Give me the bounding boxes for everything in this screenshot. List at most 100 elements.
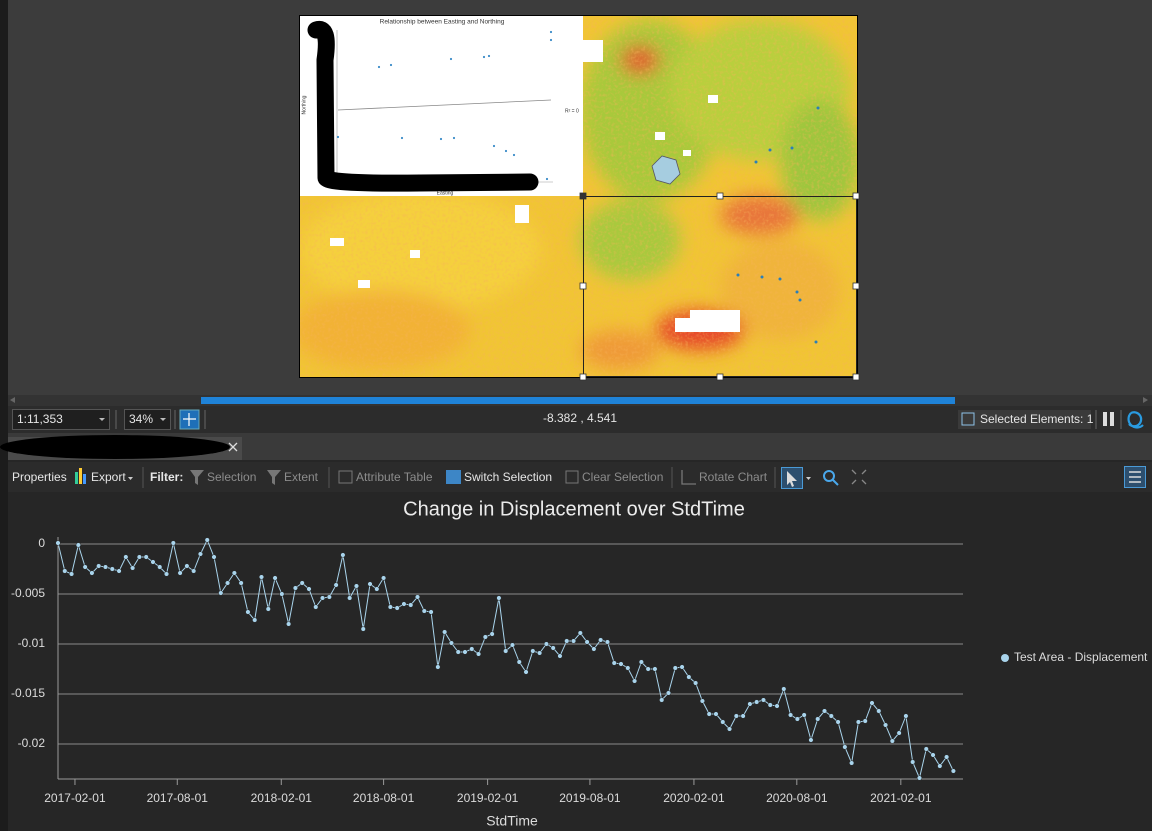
- data-point: [706, 711, 712, 717]
- redaction-mark: [307, 21, 539, 192]
- full-extent-icon[interactable]: [851, 469, 867, 485]
- zoom-value: 34%: [129, 412, 153, 426]
- data-point: [828, 713, 834, 719]
- toolbar-export[interactable]: Export: [91, 470, 126, 484]
- data-point: [821, 708, 828, 714]
- data-point: [102, 564, 109, 570]
- data-point: [170, 540, 176, 546]
- toolbar-attribute-table[interactable]: Attribute Table: [356, 470, 433, 484]
- pause-icon[interactable]: [1103, 412, 1107, 426]
- scroll-right[interactable]: [1143, 397, 1148, 403]
- data-point: [292, 585, 298, 591]
- data-point: [496, 595, 502, 601]
- selected-elements-box[interactable]: [958, 410, 1091, 429]
- x-tick-label: 2018-02-01: [251, 791, 313, 805]
- selection-box[interactable]: [579, 192, 860, 381]
- data-point: [163, 571, 170, 577]
- zoom-icon[interactable]: [823, 470, 835, 482]
- toolbar-switch-selection[interactable]: Switch Selection: [464, 470, 552, 484]
- data-point: [231, 570, 237, 576]
- x-tick-label: 2019-02-01: [457, 791, 519, 805]
- inset-chart-background: [300, 16, 583, 196]
- data-point: [849, 760, 855, 766]
- data-point: [530, 648, 536, 654]
- data-point: [591, 646, 597, 652]
- refresh-icon[interactable]: [1127, 411, 1144, 429]
- toolbar-filter-label: Filter:: [150, 470, 183, 484]
- x-tick-label: 2017-08-01: [147, 791, 209, 805]
- data-point: [767, 702, 773, 708]
- data-point: [781, 686, 787, 692]
- data-point: [130, 565, 136, 571]
- inset-x-label: Easting: [437, 190, 454, 196]
- data-point: [489, 631, 495, 637]
- data-point: [923, 746, 929, 752]
- data-point: [265, 606, 271, 612]
- pointer-coordinates: -8.382 , 4.541: [543, 411, 617, 425]
- inset-chart-title: Relationship between Easting and Northin…: [380, 19, 505, 26]
- data-point: [760, 697, 767, 703]
- x-tick-label: 2020-02-01: [663, 791, 725, 805]
- dropdown-arrow[interactable]: [99, 418, 105, 421]
- data-point: [150, 559, 156, 565]
- x-tick-label: 2018-08-01: [353, 791, 415, 805]
- data-point: [381, 575, 387, 581]
- chart-toolbar: [8, 462, 1152, 492]
- data-point: [842, 744, 848, 750]
- data-point: [313, 604, 319, 610]
- dropdown-arrow[interactable]: [128, 477, 133, 480]
- clear-icon: [565, 470, 579, 484]
- toolbar-rotate-chart[interactable]: Rotate Chart: [699, 470, 768, 484]
- dropdown-arrow[interactable]: [160, 418, 166, 421]
- data-point: [693, 680, 699, 686]
- data-point: [625, 665, 631, 671]
- toolbar-clear-selection[interactable]: Clear Selection: [582, 470, 663, 484]
- data-point: [177, 570, 183, 576]
- pause-icon[interactable]: [1110, 412, 1114, 426]
- export-icon: [75, 468, 86, 484]
- data-point: [184, 563, 190, 569]
- data-point: [788, 712, 794, 718]
- dropdown-arrow[interactable]: [806, 477, 811, 480]
- data-point: [523, 669, 529, 675]
- data-point: [889, 738, 895, 744]
- redacted-tab-name: [0, 435, 230, 459]
- data-point: [557, 653, 563, 659]
- cursor-icon: [787, 471, 797, 487]
- data-point: [638, 659, 644, 665]
- data-point: [387, 604, 393, 610]
- toolbar-extent[interactable]: Extent: [284, 470, 319, 484]
- data-point: [347, 595, 353, 601]
- data-point: [448, 640, 454, 646]
- scroll-thumb[interactable]: [201, 397, 955, 404]
- data-point: [306, 586, 312, 592]
- scale-box[interactable]: [12, 409, 110, 430]
- data-point: [747, 701, 753, 707]
- zoom-box[interactable]: [124, 409, 171, 430]
- tab-close[interactable]: [228, 442, 238, 452]
- data-point: [55, 540, 61, 546]
- data-point: [801, 712, 807, 718]
- data-point: [550, 645, 556, 651]
- data-point: [598, 637, 604, 643]
- y-tick-label: -0.01: [18, 636, 46, 650]
- data-point: [252, 617, 258, 623]
- rotate-icon: [681, 470, 696, 485]
- data-point: [774, 703, 780, 709]
- toolbar-properties[interactable]: Properties: [12, 470, 67, 484]
- data-point: [679, 664, 685, 670]
- left-edge: [0, 0, 8, 831]
- data-point: [516, 659, 522, 665]
- data-point: [699, 698, 705, 704]
- data-point: [869, 700, 875, 706]
- selected-elements: Selected Elements: 1: [980, 412, 1094, 426]
- data-point: [713, 711, 719, 717]
- data-point: [62, 568, 68, 574]
- snapping-icon: [183, 413, 196, 426]
- data-point: [509, 642, 516, 648]
- toolbar-selection[interactable]: Selection: [207, 470, 256, 484]
- data-point: [191, 568, 197, 574]
- data-point: [652, 666, 658, 672]
- scroll-left[interactable]: [10, 397, 15, 403]
